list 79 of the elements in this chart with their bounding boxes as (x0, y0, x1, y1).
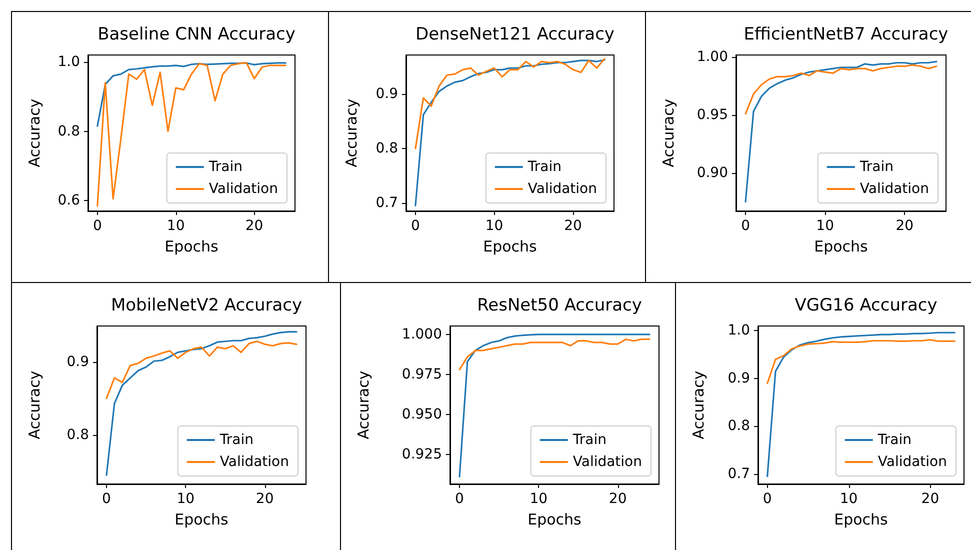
chart-title: ResNet50 Accuracy (477, 296, 642, 316)
y-tick-label: 0.8 (728, 418, 750, 434)
line-series (458, 334, 650, 478)
x-axis-title: Epochs (174, 510, 229, 528)
line-series (414, 58, 606, 150)
legend-label: Validation (528, 181, 598, 197)
legend-label: Train (858, 159, 894, 175)
y-axis-title: Accuracy (660, 98, 678, 168)
x-tick-label: 20 (256, 491, 274, 507)
line-series (766, 332, 956, 478)
line-series (96, 62, 286, 127)
y-axis-title: Accuracy (690, 370, 708, 440)
legend-label: Validation (208, 181, 278, 197)
y-axis-title: Accuracy (342, 98, 360, 168)
line-series (766, 339, 956, 384)
x-tick-label: 0 (741, 218, 750, 234)
y-tick-label: 0.7 (728, 466, 750, 482)
y-tick-label: 0.8 (376, 140, 398, 156)
x-axis-title: Epochs (483, 238, 538, 256)
y-axis-title: Accuracy (354, 370, 372, 440)
x-axis-title: Epochs (834, 510, 888, 528)
x-axis-title: Epochs (814, 238, 868, 256)
chart-title: MobileNetV2 Accuracy (110, 296, 302, 316)
x-tick-label: 0 (455, 491, 464, 507)
legend-label: Validation (220, 454, 290, 470)
line-series (414, 59, 606, 206)
x-tick-label: 20 (921, 491, 940, 507)
legend-label: Validation (878, 454, 948, 470)
x-axis-title: Epochs (164, 238, 219, 256)
line-series (106, 331, 298, 476)
legend-label: Train (572, 432, 606, 448)
y-tick-label: 0.95 (696, 106, 728, 123)
x-tick-label: 20 (896, 218, 914, 234)
y-tick-label: 0.90 (696, 164, 728, 181)
x-tick-label: 0 (92, 218, 102, 234)
line-series (744, 64, 938, 115)
x-axis-title: Epochs (528, 510, 582, 528)
x-tick-label: 0 (762, 491, 772, 507)
y-axis-title: Accuracy (26, 98, 44, 168)
y-tick-label: 1.0 (728, 322, 750, 339)
legend-label: Train (218, 432, 254, 448)
y-tick-label: 0.950 (402, 406, 442, 422)
y-tick-label: 0.8 (66, 426, 89, 443)
x-tick-label: 20 (245, 218, 264, 234)
y-tick-label: 1.00 (696, 48, 728, 65)
y-tick-label: 1.000 (402, 326, 442, 342)
x-tick-label: 0 (102, 491, 111, 507)
y-tick-label: 0.975 (402, 366, 442, 382)
x-tick-label: 0 (410, 218, 420, 234)
y-tick-label: 0.7 (376, 194, 398, 211)
legend-label: Train (876, 432, 912, 448)
line-series (96, 62, 286, 207)
x-tick-label: 20 (564, 218, 582, 234)
chart-title: DenseNet121 Accuracy (416, 24, 614, 44)
y-tick-label: 0.9 (376, 86, 398, 102)
line-series (744, 60, 938, 203)
y-tick-label: 0.8 (58, 123, 80, 140)
y-tick-label: 0.9 (66, 354, 89, 370)
y-tick-label: 1.0 (58, 54, 80, 70)
y-axis-title: Accuracy (26, 370, 44, 440)
legend-label: Validation (860, 181, 930, 197)
line-series (106, 340, 298, 400)
x-tick-label: 10 (840, 491, 858, 507)
x-tick-label: 10 (166, 218, 185, 234)
x-tick-label: 10 (485, 218, 504, 234)
x-tick-label: 10 (176, 491, 195, 507)
legend-label: Validation (572, 454, 642, 470)
chart-title: EfficientNetB7 Accuracy (744, 24, 948, 44)
chart-title: Baseline CNN Accuracy (98, 24, 296, 44)
chart-title: VGG16 Accuracy (794, 296, 938, 316)
y-tick-label: 0.9 (728, 370, 750, 386)
legend-label: Train (208, 159, 242, 175)
x-tick-label: 10 (530, 491, 548, 507)
legend-label: Train (526, 159, 562, 175)
x-tick-label: 10 (816, 218, 834, 234)
x-tick-label: 20 (608, 491, 627, 507)
y-tick-label: 0.925 (402, 446, 442, 462)
y-tick-label: 0.6 (58, 192, 80, 209)
line-series (458, 338, 650, 370)
